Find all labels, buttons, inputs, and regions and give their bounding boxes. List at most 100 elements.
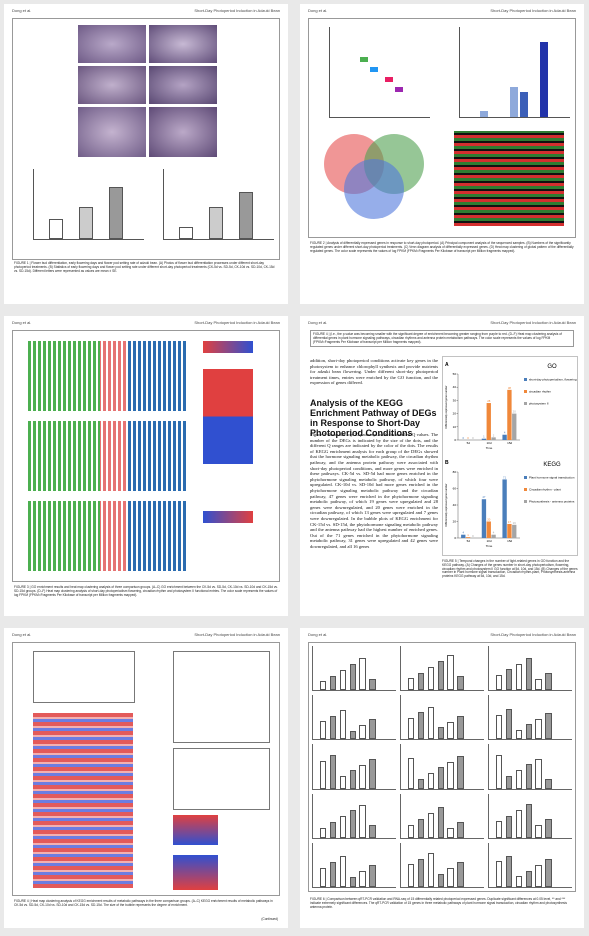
mini-bar: [349, 770, 357, 789]
mini-bar: [329, 715, 337, 740]
mini-bar-panel: [488, 793, 572, 839]
mini-bar: [329, 861, 337, 887]
bar-panel: [33, 169, 144, 240]
micrograph: [149, 25, 217, 63]
mini-bar: [495, 821, 503, 838]
mini-bar: [495, 715, 503, 740]
header-left: Dong et al.: [308, 632, 328, 637]
x-tick-label: 15d: [507, 441, 512, 445]
figure-caption: FIGURE 6 | Comparison between qRT-PCR va…: [310, 897, 567, 909]
mini-bar: [407, 824, 415, 838]
heatmap: [203, 511, 253, 523]
y-tick-label: 20: [453, 412, 457, 416]
mini-bar: [427, 666, 435, 691]
figure: A GO Differentially expressed gene number T…: [442, 356, 578, 556]
mini-bar-panel: [400, 842, 484, 888]
mini-bar: [349, 810, 357, 838]
mini-bar: [505, 815, 513, 838]
mini-bar: [319, 867, 327, 887]
mini-bar-panel: [312, 744, 396, 790]
mini-bar: [505, 775, 513, 789]
mini-bar-panel: [312, 646, 396, 692]
mini-bar: [359, 804, 367, 838]
mini-bar: [495, 675, 503, 691]
mini-bar: [457, 755, 465, 789]
mini-bar: [437, 661, 445, 691]
y-tick-label: 80: [453, 470, 457, 474]
chart-title: KEGG: [543, 462, 561, 468]
mini-bar-panel: [488, 842, 572, 888]
bar: [461, 534, 466, 538]
mini-bar: [427, 706, 435, 740]
mini-bar: [545, 819, 553, 838]
mini-bar: [447, 868, 455, 887]
header-left: Dong et al.: [308, 320, 328, 325]
header-right: Short-Day Photoperiod Induction in Adzuk…: [194, 320, 280, 325]
bar: [481, 499, 487, 538]
bar: [491, 534, 496, 538]
mini-bar: [329, 755, 337, 789]
data-label: 17: [508, 520, 512, 524]
mini-bar: [339, 776, 347, 789]
mini-bar: [319, 761, 327, 789]
mini-bar: [437, 807, 445, 838]
micrograph: [149, 107, 217, 157]
mini-bar: [457, 822, 465, 838]
figure-caption: FIGURE 4 | Heat map clustering analysis …: [14, 899, 273, 907]
mini-bar: [437, 873, 445, 887]
body-text: addition, short-day photoperiod conditio…: [310, 358, 438, 386]
legend-swatch: [524, 488, 527, 491]
mini-bar: [319, 681, 327, 691]
figure: [12, 330, 280, 582]
panel-label: A: [445, 362, 449, 368]
y-tick-label: 50: [453, 372, 457, 376]
go-bars: [28, 421, 188, 491]
mini-bar: [349, 876, 357, 887]
micrograph: [78, 25, 146, 63]
mini-bar: [437, 727, 445, 740]
mini-bar: [535, 864, 543, 887]
data-label: 4: [504, 431, 506, 435]
header-left: Dong et al.: [12, 632, 32, 637]
bar: [512, 413, 517, 440]
data-label: 2: [493, 433, 495, 437]
mini-bar: [407, 678, 415, 691]
bar: [502, 434, 507, 440]
mini-bar-panel: [400, 793, 484, 839]
mini-bar: [447, 761, 455, 789]
x-tick-label: 5d: [467, 539, 471, 543]
y-tick-label: 40: [453, 385, 457, 389]
mini-bar: [339, 669, 347, 691]
header-right: Short-Day Photoperiod Induction in Adzuk…: [490, 320, 576, 325]
mini-bar: [525, 657, 533, 691]
x-tick-label: 10d: [486, 539, 491, 543]
bar: [465, 537, 471, 538]
mini-bar: [417, 672, 425, 691]
mini-bar: [515, 730, 523, 740]
page: Dong et al. Short-Day Photoperiod Induct…: [300, 316, 584, 616]
bubble-plot: [173, 748, 270, 810]
mini-bar: [427, 852, 435, 887]
mini-bar: [319, 827, 327, 838]
data-label: 1: [467, 533, 469, 537]
figure-caption: FIGURE 3 | GO enrichment results and hea…: [14, 585, 278, 597]
body-text: Figure 4 shows the top 20 pathways with …: [310, 432, 438, 549]
x-tick-label: 10d: [486, 441, 491, 445]
mini-bar: [495, 755, 503, 789]
mini-bar: [427, 773, 435, 789]
heatmap: [203, 341, 253, 353]
header-right: Short-Day Photoperiod Induction in Adzuk…: [490, 632, 576, 637]
mini-bar: [319, 721, 327, 740]
mini-bar: [545, 859, 553, 887]
venn-circle: [344, 159, 404, 219]
bar: [491, 437, 496, 440]
legend-label: Plant hormone signal transduction: [529, 476, 575, 480]
figure-caption: FIGURE 5 | Temporal changes in the numbe…: [442, 559, 578, 579]
micrograph: [78, 107, 146, 157]
mini-bar: [545, 712, 553, 740]
mini-bar: [525, 804, 533, 838]
figure: [12, 642, 280, 896]
mini-bar: [369, 719, 377, 740]
data-label: 71: [503, 475, 507, 479]
